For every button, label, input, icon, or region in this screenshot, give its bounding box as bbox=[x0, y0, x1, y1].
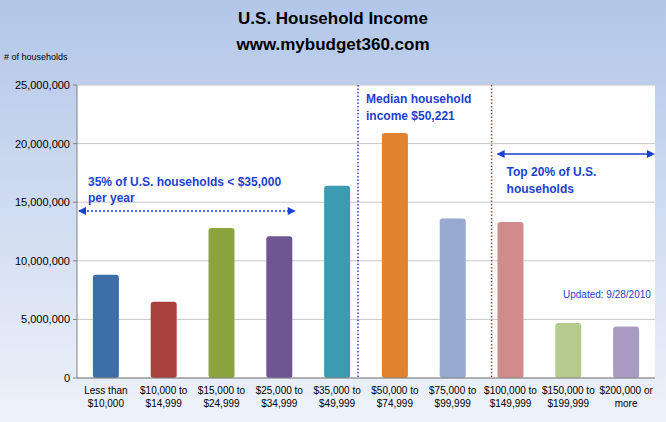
tick-mark bbox=[73, 143, 77, 144]
arrow-head bbox=[497, 150, 505, 158]
tick-label: 0 bbox=[64, 372, 70, 384]
tick-label: 20,000,000 bbox=[15, 138, 70, 150]
category-label-line: $10,000 bbox=[88, 398, 125, 409]
median-line bbox=[357, 85, 359, 378]
top20-arrow bbox=[498, 153, 653, 155]
top20-annotation: Top 20% of U.S. bbox=[507, 165, 597, 179]
bottom35-annotation: per year bbox=[88, 191, 135, 205]
bottom35-arrow bbox=[79, 210, 294, 212]
bar bbox=[209, 228, 235, 378]
arrow-head bbox=[78, 207, 86, 215]
tick-label: 15,000,000 bbox=[15, 196, 70, 208]
tick-label: 10,000,000 bbox=[15, 255, 70, 267]
top20-annotation: households bbox=[507, 182, 575, 196]
tick-mark bbox=[73, 260, 77, 261]
category-label: $75,000 to $99,999 bbox=[429, 385, 477, 409]
x-axis bbox=[77, 378, 655, 379]
category-label: $100,000 to $149,999 bbox=[484, 385, 537, 409]
bar bbox=[93, 275, 119, 378]
category-label-line: $25,000 to bbox=[256, 385, 304, 396]
category-label-line: more bbox=[615, 398, 638, 409]
category-label-line: $100,000 to bbox=[484, 385, 537, 396]
plot-area bbox=[77, 85, 655, 378]
tick-mark bbox=[73, 202, 77, 203]
category-label-line: $35,000 to bbox=[313, 385, 361, 396]
category-label-line: $15,000 to bbox=[198, 385, 246, 396]
category-label-line: $150,000 to bbox=[542, 385, 595, 396]
category-label-line: $200,000 or bbox=[599, 385, 653, 396]
grid-line bbox=[77, 202, 655, 203]
grid-line bbox=[77, 143, 655, 144]
bar bbox=[498, 222, 524, 378]
bar bbox=[151, 302, 177, 378]
category-label-line: $34,999 bbox=[261, 398, 298, 409]
y-axis bbox=[77, 85, 78, 378]
category-label: Less than $10,000 bbox=[84, 385, 127, 409]
subtitle: www.mybudget360.com bbox=[235, 35, 429, 54]
category-label-line: $199,999 bbox=[547, 398, 589, 409]
bottom35-annotation: 35% of U.S. households < $35,000 bbox=[88, 175, 281, 189]
category-label: $10,000 to $14,999 bbox=[140, 385, 188, 409]
bar bbox=[555, 323, 581, 378]
category-label: $25,000 to $34,999 bbox=[256, 385, 304, 409]
category-label: $200,000 or more bbox=[599, 385, 653, 409]
background bbox=[0, 0, 666, 422]
category-label: $35,000 to $49,999 bbox=[313, 385, 361, 409]
grid-line bbox=[77, 260, 655, 261]
arrow-head bbox=[288, 207, 296, 215]
category-label-line: $74,999 bbox=[377, 398, 414, 409]
y-axis-label: # of households bbox=[4, 52, 68, 62]
bar bbox=[266, 236, 292, 378]
category-label-line: Less than bbox=[84, 385, 127, 396]
category-label-line: $10,000 to bbox=[140, 385, 188, 396]
category-label-line: $24,999 bbox=[203, 398, 240, 409]
tick-mark bbox=[73, 319, 77, 320]
tick-label: 5,000,000 bbox=[21, 313, 70, 325]
grid-line bbox=[77, 378, 655, 379]
tick-mark bbox=[73, 378, 77, 379]
bar bbox=[382, 133, 408, 378]
category-label-line: $99,999 bbox=[435, 398, 472, 409]
bar bbox=[324, 186, 350, 378]
category-label-line: $75,000 to bbox=[429, 385, 477, 396]
tick-mark bbox=[73, 85, 77, 86]
chart: U.S. Household Income www.mybudget360.com… bbox=[0, 0, 666, 422]
category-label-line: $149,999 bbox=[490, 398, 532, 409]
median-annotation: income $50,221 bbox=[366, 109, 455, 123]
top20-line bbox=[491, 85, 493, 378]
category-label: $15,000 to $24,999 bbox=[198, 385, 246, 409]
category-label-line: $50,000 to bbox=[371, 385, 419, 396]
bar bbox=[613, 326, 639, 378]
tick-label: 25,000,000 bbox=[15, 79, 70, 91]
grid-line bbox=[77, 85, 655, 86]
bar bbox=[440, 219, 466, 378]
bars bbox=[93, 133, 639, 378]
category-label-line: $14,999 bbox=[146, 398, 183, 409]
category-label: $150,000 to $199,999 bbox=[542, 385, 595, 409]
median-annotation: Median household bbox=[366, 92, 471, 106]
category-label: $50,000 to $74,999 bbox=[371, 385, 419, 409]
title: U.S. Household Income bbox=[238, 9, 428, 28]
updated-annotation: Updated: 9/28/2010 bbox=[563, 289, 651, 300]
arrow-head bbox=[647, 150, 655, 158]
category-label-line: $49,999 bbox=[319, 398, 356, 409]
